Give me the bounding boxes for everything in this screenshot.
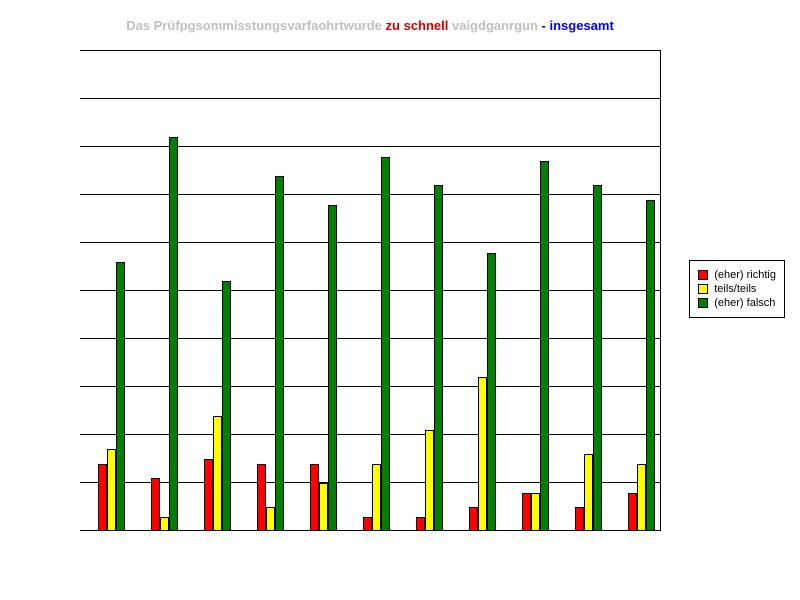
gridline: [80, 386, 660, 387]
bar-teils: [637, 464, 646, 531]
legend-item: (eher) richtig: [698, 269, 776, 281]
bar-richtig: [522, 493, 531, 531]
bar-teils: [425, 430, 434, 531]
legend-swatch-richtig: [698, 270, 708, 280]
bar-falsch: [275, 176, 284, 531]
bar-richtig: [98, 464, 107, 531]
bar-richtig: [310, 464, 319, 531]
legend-label: (eher) falsch: [714, 297, 775, 309]
bar-teils: [531, 493, 540, 531]
bar-teils: [213, 416, 222, 531]
title-mid: vaigdganrgun: [448, 18, 538, 33]
bar-falsch: [169, 137, 178, 531]
bar-teils: [160, 517, 169, 531]
bar-falsch: [222, 281, 231, 531]
bar-richtig: [416, 517, 425, 531]
gridline: [80, 50, 660, 51]
bar-richtig: [469, 507, 478, 531]
title-emph2: - insgesamt: [538, 18, 614, 33]
bar-falsch: [381, 157, 390, 531]
bar-teils: [584, 454, 593, 531]
legend-item: (eher) falsch: [698, 297, 776, 309]
bar-richtig: [363, 517, 372, 531]
legend-item: teils/teils: [698, 283, 776, 295]
bar-richtig: [575, 507, 584, 531]
bar-teils: [372, 464, 381, 531]
legend-swatch-teils: [698, 284, 708, 294]
title-prefix: Das Prüfpgsommisstungsvarfaohrtwurde: [126, 18, 385, 33]
bar-richtig: [257, 464, 266, 531]
bar-teils: [319, 483, 328, 531]
gridline: [80, 434, 660, 435]
legend-swatch-falsch: [698, 298, 708, 308]
bar-teils: [478, 377, 487, 531]
bar-falsch: [116, 262, 125, 531]
gridline: [80, 290, 660, 291]
bar-falsch: [540, 161, 549, 531]
gridline: [80, 194, 660, 195]
gridline: [80, 98, 660, 99]
legend: (eher) richtig teils/teils (eher) falsch: [689, 260, 785, 318]
gridline: [80, 242, 660, 243]
gridline: [80, 338, 660, 339]
bar-falsch: [487, 253, 496, 531]
gridline: [80, 146, 660, 147]
bar-richtig: [628, 493, 637, 531]
bar-falsch: [434, 185, 443, 531]
bar-falsch: [593, 185, 602, 531]
plot-area: [80, 50, 661, 531]
gridline: [80, 482, 660, 483]
bar-richtig: [151, 478, 160, 531]
chart-title: Das Prüfpgsommisstungsvarfaohrtwurde zu …: [80, 18, 660, 33]
legend-label: (eher) richtig: [714, 269, 776, 281]
bar-teils: [107, 449, 116, 531]
bar-falsch: [646, 200, 655, 531]
bar-richtig: [204, 459, 213, 531]
bar-falsch: [328, 205, 337, 531]
title-emph1: zu schnell: [386, 18, 449, 33]
legend-label: teils/teils: [714, 283, 756, 295]
bar-teils: [266, 507, 275, 531]
